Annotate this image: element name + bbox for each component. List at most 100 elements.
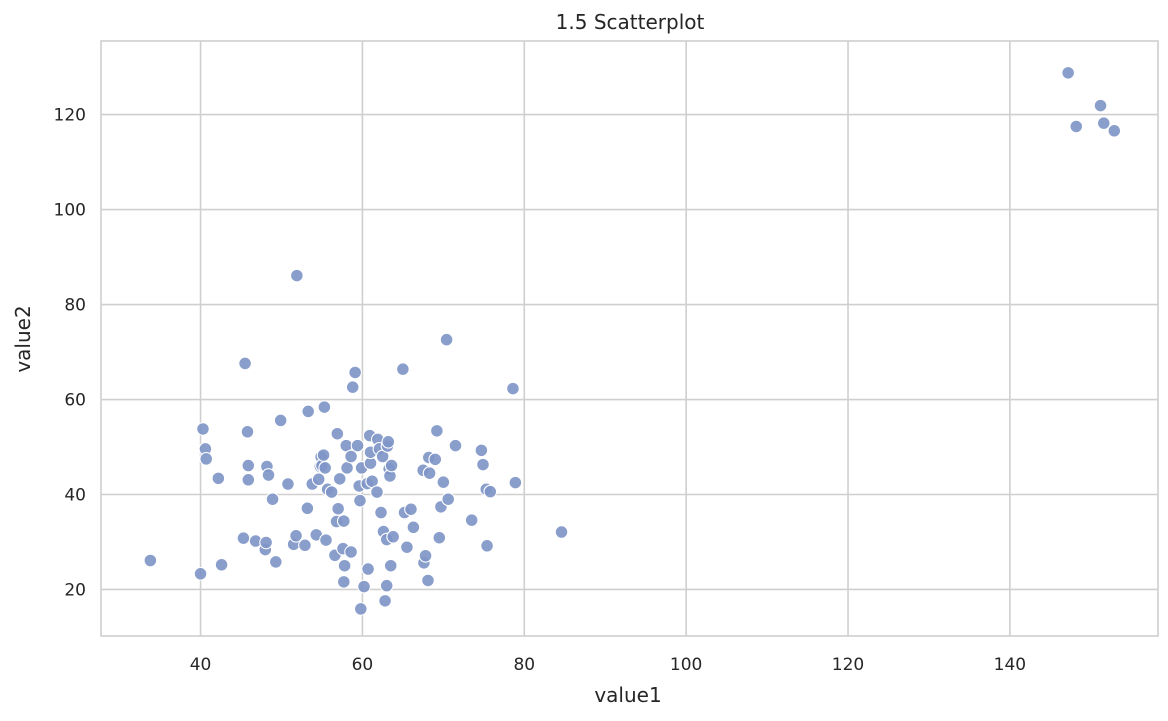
scatter-point xyxy=(319,533,333,547)
scatter-point xyxy=(238,356,252,371)
scatter-point xyxy=(374,505,388,520)
scatter-point xyxy=(357,579,371,594)
y-tick-label: 100 xyxy=(54,201,86,221)
y-tick-label: 80 xyxy=(64,296,86,316)
scatter-point xyxy=(483,484,498,499)
scatter-point xyxy=(1093,98,1108,113)
y-tick-label: 20 xyxy=(64,580,86,600)
scatter-point xyxy=(448,438,463,453)
scatter-point xyxy=(476,457,490,472)
scatter-point xyxy=(384,458,399,473)
scatter-point xyxy=(241,458,256,473)
y-tick-label: 120 xyxy=(54,106,86,126)
scatter-point xyxy=(317,400,332,414)
scatter-point xyxy=(436,475,451,489)
y-axis-label: value2 xyxy=(11,305,35,372)
scatter-point xyxy=(281,477,295,491)
scatter-point xyxy=(336,514,351,528)
x-tick-label: 40 xyxy=(190,655,212,675)
scatter-point xyxy=(330,426,345,441)
scatter-point xyxy=(193,566,208,581)
scatter-point xyxy=(361,562,375,576)
scatter-point xyxy=(211,471,226,486)
scatter-point xyxy=(259,535,273,550)
y-tick-label: 60 xyxy=(64,391,86,411)
scatter-point xyxy=(332,471,347,486)
scatter-point xyxy=(422,466,437,480)
scatter-point xyxy=(508,475,523,490)
scatter-point xyxy=(404,502,418,517)
scatter-point xyxy=(236,531,251,546)
x-tick-label: 120 xyxy=(832,655,864,675)
chart-title: 1.5 Scatterplot xyxy=(556,10,705,34)
scatter-point xyxy=(421,573,435,588)
scatter-point xyxy=(1107,123,1122,138)
scatter-point xyxy=(406,520,421,535)
scatter-point xyxy=(370,485,384,499)
scatter-point xyxy=(554,525,569,539)
scatter-point xyxy=(1061,65,1076,80)
scatter-point xyxy=(340,461,354,475)
x-axis-label: value1 xyxy=(594,683,661,707)
scatter-point xyxy=(383,558,398,573)
y-tick-label: 40 xyxy=(64,485,86,505)
scatter-point xyxy=(381,434,396,449)
scatter-point xyxy=(1096,116,1111,131)
scatter-point xyxy=(300,501,315,516)
x-tick-label: 80 xyxy=(513,655,535,675)
y-axis-ticks: 20 40 60 80 100 120 xyxy=(54,106,86,601)
scatter-point xyxy=(240,424,255,439)
scatter-point xyxy=(143,553,158,568)
scatter-point xyxy=(396,362,410,376)
scatter-point xyxy=(418,548,433,563)
scatter-point xyxy=(196,422,210,436)
scatter-point xyxy=(261,468,276,482)
scatter-point xyxy=(400,540,414,555)
scatter-point xyxy=(268,555,283,569)
scatter-point xyxy=(344,545,358,559)
scatter-point xyxy=(506,381,520,396)
scatter-point xyxy=(289,528,303,543)
scatter-point xyxy=(273,413,288,428)
scatter-point xyxy=(439,332,454,347)
scatter-point xyxy=(199,452,214,466)
x-tick-label: 140 xyxy=(994,655,1026,675)
scatter-point xyxy=(344,449,358,464)
scatter-point xyxy=(331,501,345,516)
scatter-point xyxy=(241,472,256,487)
grid-lines xyxy=(101,41,1158,636)
x-tick-label: 100 xyxy=(670,655,702,675)
scatter-point xyxy=(345,380,360,395)
scatter-point xyxy=(1069,119,1084,134)
scatter-point xyxy=(379,578,394,593)
scatter-point xyxy=(353,493,367,508)
scatter-point xyxy=(430,424,444,438)
scatter-point xyxy=(464,513,479,527)
plot-frame xyxy=(100,40,1159,637)
scatter-point xyxy=(432,530,447,545)
scatter-point xyxy=(301,404,316,419)
scatter-point xyxy=(214,557,229,572)
scatter-point xyxy=(311,472,326,487)
scatter-point xyxy=(336,575,351,589)
scatter-point xyxy=(348,365,362,380)
scatter-point xyxy=(353,602,368,616)
scatter-point xyxy=(265,492,280,507)
scatter-point xyxy=(318,461,333,475)
scatter-point xyxy=(337,558,352,573)
x-axis-ticks: 40 60 80 100 120 140 xyxy=(190,655,1026,675)
scatter-point xyxy=(441,492,456,507)
scatter-point xyxy=(290,268,304,283)
scatter-point xyxy=(386,529,401,544)
scatter-point xyxy=(474,443,489,458)
scatter-point xyxy=(316,448,331,462)
scatter-point xyxy=(428,452,443,467)
data-points xyxy=(143,65,1122,616)
scatter-point xyxy=(378,594,392,608)
scatter-point xyxy=(480,538,494,553)
x-tick-label: 60 xyxy=(352,655,374,675)
scatter-point xyxy=(298,538,312,553)
scatter-point xyxy=(350,438,365,453)
scatter-point xyxy=(324,485,339,499)
